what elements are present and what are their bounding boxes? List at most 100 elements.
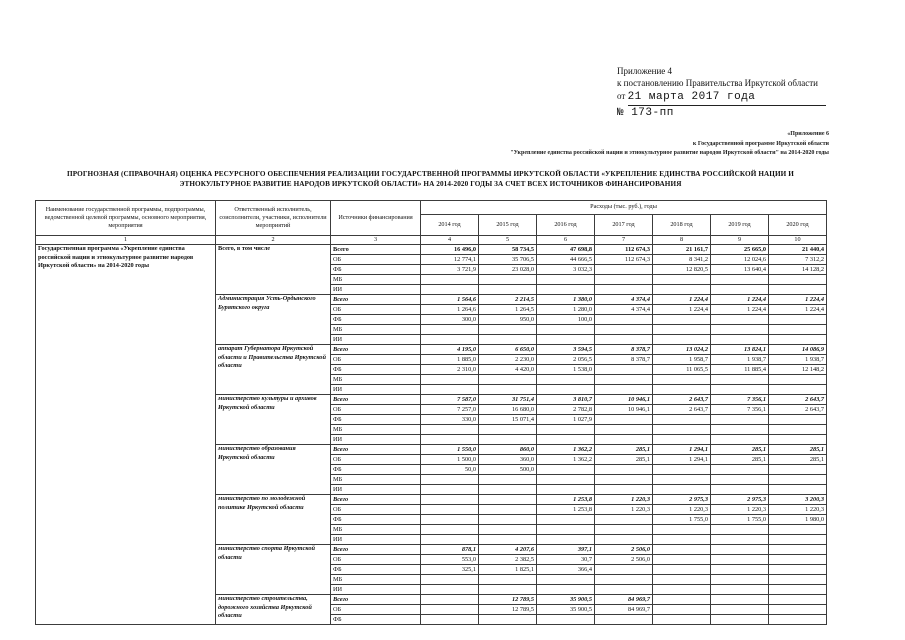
value-cell xyxy=(652,464,711,476)
table-row: ФБ 325,1 1 825,1 366,4 xyxy=(36,564,827,576)
funding-source-cell: ОБ xyxy=(330,254,421,266)
value-cell xyxy=(710,284,769,296)
value-cell xyxy=(478,614,537,626)
value-cell xyxy=(710,464,769,476)
value-cell xyxy=(652,374,711,386)
value-cell xyxy=(768,534,827,546)
header-year-2018: 2018 год xyxy=(652,214,711,236)
value-cell: 1 224,4 xyxy=(710,304,769,316)
value-cell: 285,1 xyxy=(594,444,653,456)
page-title: ПРОГНОЗНАЯ (СПРАВОЧНАЯ) ОЦЕНКА РЕСУРСНОГ… xyxy=(67,170,794,189)
funding-source-cell: ИИ xyxy=(330,584,421,596)
value-cell: 7 356,1 xyxy=(710,404,769,416)
value-cell xyxy=(768,614,827,626)
value-cell xyxy=(478,324,537,336)
value-cell: 1 224,4 xyxy=(768,304,827,316)
value-cell xyxy=(420,434,479,446)
value-cell xyxy=(652,524,711,536)
value-cell xyxy=(594,364,653,376)
column-number: 7 xyxy=(594,234,653,246)
value-cell: 1 825,1 xyxy=(478,564,537,576)
value-cell xyxy=(652,424,711,436)
funding-source-cell: ИИ xyxy=(330,334,421,346)
value-cell: 3 032,3 xyxy=(536,264,595,276)
value-cell: 12 789,5 xyxy=(478,604,537,616)
value-cell: 2 506,0 xyxy=(594,544,653,556)
value-cell xyxy=(536,374,595,386)
value-cell: 1 294,1 xyxy=(652,444,711,456)
value-cell xyxy=(652,564,711,576)
value-cell xyxy=(594,534,653,546)
value-cell xyxy=(710,474,769,486)
value-cell: 2 230,0 xyxy=(478,354,537,366)
value-cell xyxy=(710,544,769,556)
value-cell xyxy=(420,524,479,536)
value-cell xyxy=(478,534,537,546)
value-cell xyxy=(420,384,479,396)
value-cell: 2 506,0 xyxy=(594,554,653,566)
header-year-2020: 2020 год xyxy=(768,214,827,236)
value-cell xyxy=(594,564,653,576)
value-cell xyxy=(420,594,479,606)
value-cell: 25 665,0 xyxy=(710,244,769,256)
value-cell xyxy=(710,274,769,286)
value-cell xyxy=(594,434,653,446)
value-cell: 35 706,5 xyxy=(478,254,537,266)
value-cell xyxy=(478,584,537,596)
value-cell xyxy=(594,574,653,586)
value-cell xyxy=(536,284,595,296)
funding-source-cell: МБ xyxy=(330,474,421,486)
sub-appendix-line-1: «Приложение 6 xyxy=(787,131,829,137)
funding-source-cell: МБ xyxy=(330,324,421,336)
value-cell: 2 214,5 xyxy=(478,294,537,306)
table-row: министерство строительства, дорожного хо… xyxy=(36,594,827,626)
value-cell xyxy=(652,594,711,606)
value-cell: 1 938,7 xyxy=(768,354,827,366)
value-cell: 1 220,3 xyxy=(768,504,827,516)
executor-cell: министерство образования Иркутской облас… xyxy=(215,444,331,496)
value-cell: 1 224,4 xyxy=(710,294,769,306)
value-cell: 13 024,2 xyxy=(652,344,711,356)
column-number: 5 xyxy=(478,234,537,246)
value-cell: 1 980,0 xyxy=(768,514,827,526)
value-cell xyxy=(594,514,653,526)
value-cell: 11 885,4 xyxy=(710,364,769,376)
value-cell xyxy=(768,484,827,496)
value-cell xyxy=(652,414,711,426)
value-cell: 285,1 xyxy=(710,454,769,466)
value-cell: 16 496,0 xyxy=(420,244,479,256)
value-cell: 11 065,5 xyxy=(652,364,711,376)
value-cell xyxy=(768,524,827,536)
value-cell xyxy=(652,484,711,496)
value-cell: 12 024,6 xyxy=(710,254,769,266)
funding-source-cell: ИИ xyxy=(330,384,421,396)
value-cell: 300,0 xyxy=(420,314,479,326)
value-cell: 14 086,9 xyxy=(768,344,827,356)
funding-source-cell: Всего xyxy=(330,294,421,306)
value-cell xyxy=(478,274,537,286)
appendix-number: № 173-пп xyxy=(617,106,674,119)
funding-source-cell: ФБ xyxy=(330,514,421,526)
funding-source-cell: ИИ xyxy=(330,484,421,496)
table-row: Администрация Усть-Ордынского Бурятского… xyxy=(36,294,827,346)
value-cell xyxy=(710,594,769,606)
value-cell xyxy=(594,414,653,426)
value-cell: 12 789,5 xyxy=(478,594,537,606)
executor-cell: Администрация Усть-Ордынского Бурятского… xyxy=(215,294,331,346)
value-cell: 4 195,0 xyxy=(420,344,479,356)
value-cell xyxy=(710,554,769,566)
value-cell xyxy=(478,504,537,516)
value-cell xyxy=(420,574,479,586)
appendix-date-line: от 21 марта 2017 года xyxy=(617,90,837,106)
value-cell xyxy=(536,474,595,486)
value-cell xyxy=(594,614,653,626)
table-row: Государственная программа «Укрепление ед… xyxy=(35,244,827,626)
value-cell xyxy=(536,334,595,346)
value-cell xyxy=(652,534,711,546)
value-cell xyxy=(478,514,537,526)
funding-source-cell: ФБ xyxy=(330,364,421,376)
value-cell: 35 900,5 xyxy=(536,604,595,616)
funding-source-cell: ОБ xyxy=(330,304,421,316)
value-cell: 2 643,7 xyxy=(652,394,711,406)
sub-appendix-line-3: "Укрепление единства российской нации и … xyxy=(510,150,829,157)
